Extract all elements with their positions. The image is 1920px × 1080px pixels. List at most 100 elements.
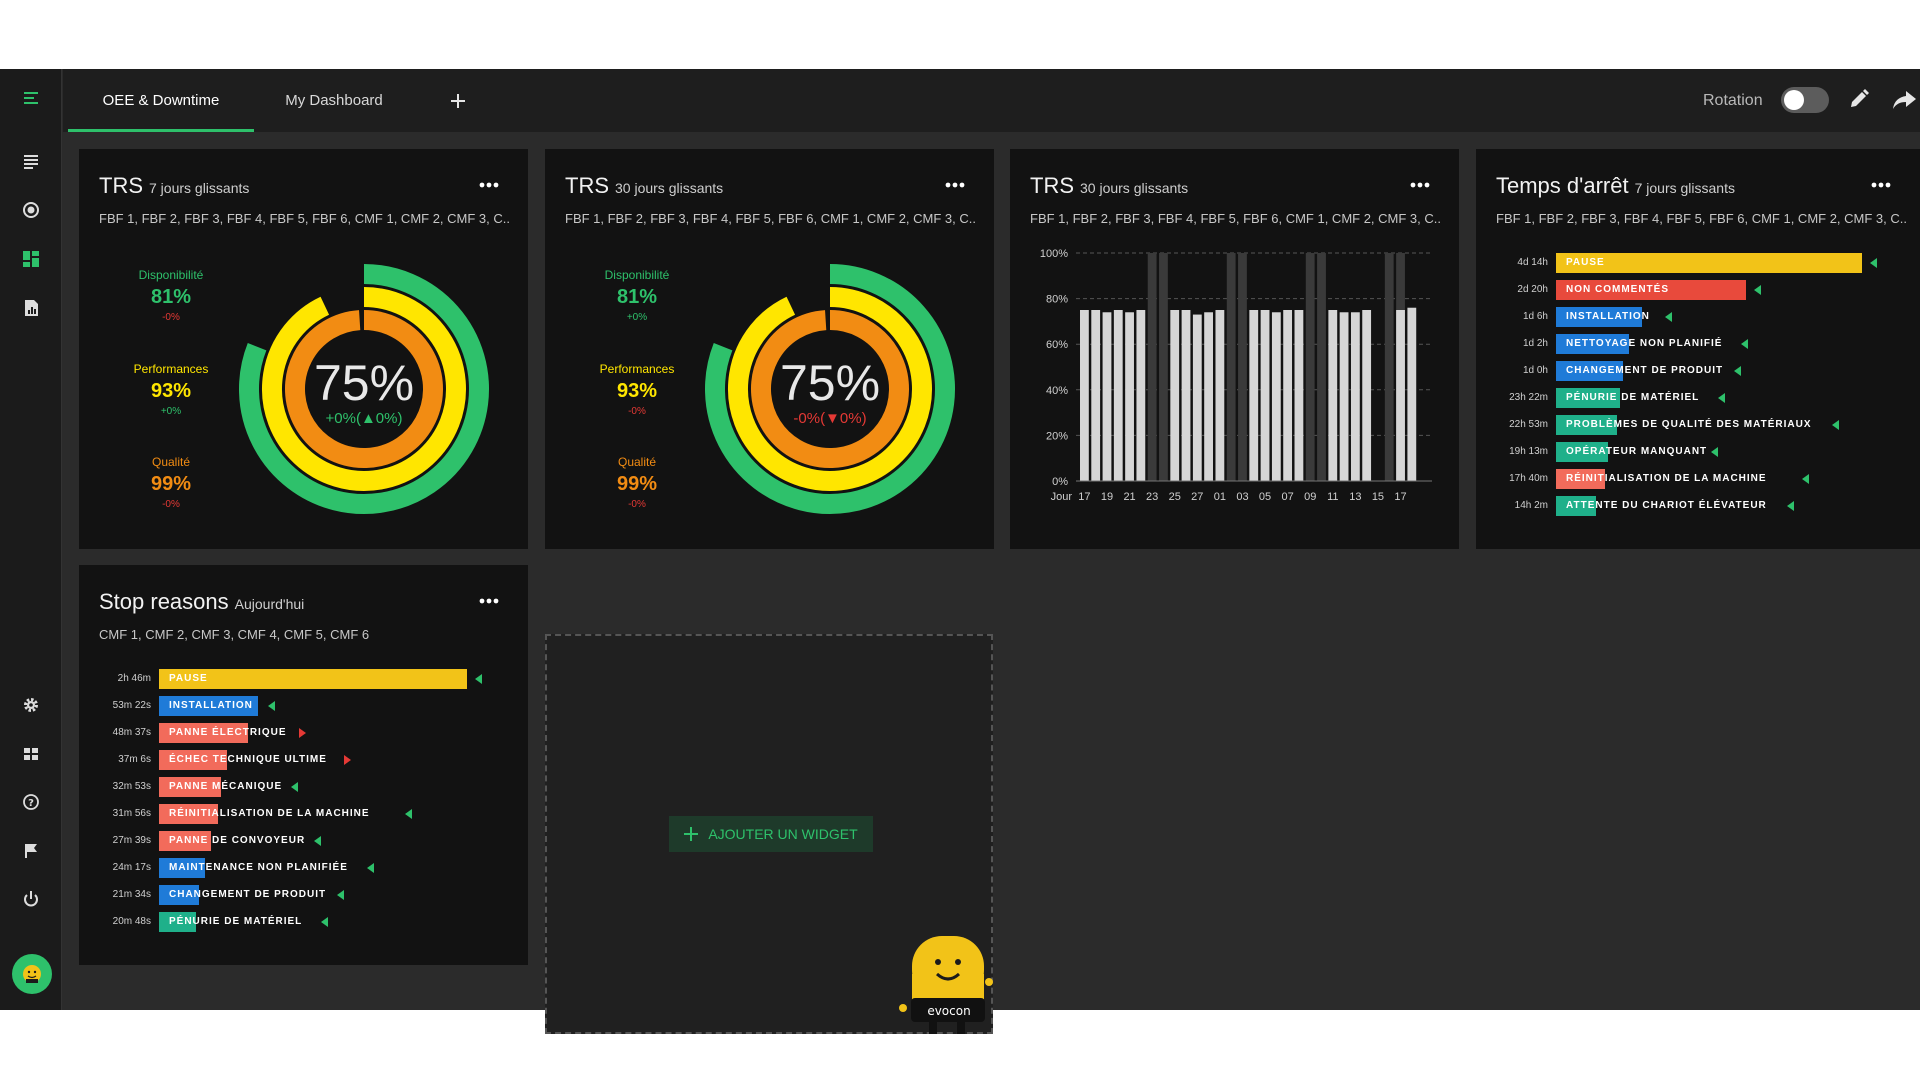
help-icon[interactable]: ? — [0, 787, 62, 817]
downtime-bar — [159, 885, 200, 905]
duration-label: 4d 14h — [1517, 257, 1548, 268]
trs-bar[interactable] — [1102, 312, 1112, 481]
rotation-toggle[interactable] — [1781, 87, 1829, 113]
list-item[interactable]: 19h 13m OPÉRATEUR MANQUANT — [1476, 441, 1920, 463]
trs-bar[interactable] — [1215, 310, 1225, 481]
tab-label: OEE & Downtime — [102, 92, 220, 109]
trs-bar[interactable] — [1260, 310, 1270, 481]
add-widget-label: AJOUTER UN WIDGET — [708, 826, 858, 842]
trs-bar[interactable] — [1170, 310, 1180, 481]
trs-bar[interactable] — [1271, 312, 1281, 481]
list-item[interactable]: 23h 22m PÉNURIE DE MATÉRIEL — [1476, 387, 1920, 409]
list-item[interactable]: 20m 48s PÉNURIE DE MATÉRIEL — [79, 911, 528, 933]
avatar[interactable] — [12, 954, 52, 994]
toggle-knob — [1784, 90, 1804, 110]
dashboard-icon[interactable] — [0, 244, 62, 274]
trs-bar[interactable] — [1350, 312, 1360, 481]
trs-bar[interactable] — [1125, 312, 1134, 481]
availability-label: Disponibilité — [604, 268, 670, 282]
trend-down-icon — [1733, 366, 1741, 376]
share-icon[interactable] — [1889, 85, 1919, 115]
trs-bar[interactable] — [1294, 310, 1304, 481]
list-item[interactable]: 48m 37s PANNE ÉLECTRIQUE — [79, 722, 528, 744]
trend-down-icon — [1802, 474, 1809, 484]
list-item[interactable]: 22h 53m PROBLÈMES DE QUALITÉ DES MATÉRIAU… — [1476, 414, 1920, 436]
trs-bar[interactable] — [1136, 310, 1146, 481]
trs-bar[interactable] — [1407, 307, 1417, 481]
trend-up-icon — [344, 755, 352, 765]
trs-bar[interactable] — [1396, 310, 1405, 481]
weekend-bar — [1147, 253, 1157, 481]
trs-bar[interactable] — [1362, 310, 1372, 481]
list-item[interactable]: 37m 6s ÉCHEC TECHNIQUE ULTIME — [79, 749, 528, 771]
menu-icon[interactable] — [0, 83, 62, 113]
widget-downtime-7-days: Temps d'arrêt 7 jours glissants FBF 1, FB… — [1476, 149, 1920, 549]
power-icon[interactable] — [0, 884, 62, 914]
more-icon[interactable] — [1870, 179, 1892, 191]
trs-bar[interactable] — [1091, 310, 1101, 481]
x-tick-label: 05 — [1259, 491, 1271, 503]
list-item[interactable]: 2d 20h NON COMMENTÉS — [1476, 279, 1920, 301]
x-tick-label: 15 — [1372, 491, 1384, 503]
oee-center: 75% +0%(▲0%) — [279, 354, 449, 427]
more-icon[interactable] — [478, 179, 500, 191]
more-icon[interactable] — [478, 595, 500, 607]
add-tab-button[interactable] — [443, 86, 473, 116]
list-item[interactable]: 31m 56s RÉINITIALISATION DE LA MACHINE — [79, 803, 528, 825]
trend-down-icon — [313, 836, 321, 846]
list-item[interactable]: 53m 22s INSTALLATION — [79, 695, 528, 717]
list-item[interactable]: 4d 14h PAUSE — [1476, 252, 1920, 274]
trs-bar[interactable] — [1204, 312, 1213, 481]
target-icon[interactable] — [0, 195, 62, 225]
sidebar: ? — [0, 69, 62, 1010]
list-item[interactable]: 27m 39s PANNE DE CONVOYEUR — [79, 830, 528, 852]
trs-bar[interactable] — [1113, 310, 1123, 481]
flag-icon[interactable] — [0, 836, 62, 866]
list-item[interactable]: 14h 2m ATTENTE DU CHARIOT ÉLÉVATEUR — [1476, 495, 1920, 517]
performance-change: -0% — [628, 406, 646, 417]
list-item[interactable]: 24m 17s MAINTENANCE NON PLANIFIÉE — [79, 857, 528, 879]
performance-label: Performances — [133, 362, 209, 376]
apps-icon[interactable] — [0, 739, 62, 769]
trs-bar[interactable] — [1192, 314, 1202, 481]
trs-bar[interactable] — [1249, 310, 1259, 481]
edit-icon[interactable] — [1843, 85, 1873, 115]
list-item[interactable]: 17h 40m RÉINITIALISATION DE LA MACHINE — [1476, 468, 1920, 490]
trs-bar[interactable] — [1328, 310, 1338, 481]
more-icon[interactable] — [944, 179, 966, 191]
downtime-bar — [1556, 334, 1630, 354]
downtime-bar — [159, 912, 196, 932]
x-tick-label: 25 — [1169, 491, 1181, 503]
trs-bar[interactable] — [1181, 310, 1191, 481]
list-item[interactable]: 1d 0h CHANGEMENT DE PRODUIT — [1476, 360, 1920, 382]
x-tick-label: 17 — [1394, 491, 1406, 503]
add-widget-button[interactable]: AJOUTER UN WIDGET — [669, 816, 873, 852]
reason-label: PROBLÈMES DE QUALITÉ DES MATÉRIAUX — [1566, 419, 1812, 430]
x-tick-label: 19 — [1101, 491, 1113, 503]
list-icon[interactable] — [0, 146, 62, 176]
more-icon[interactable] — [1409, 179, 1431, 191]
trs-bar[interactable] — [1339, 312, 1349, 481]
downtime-bar — [1556, 280, 1746, 300]
list-item[interactable]: 1d 6h INSTALLATION — [1476, 306, 1920, 328]
availability-ring — [239, 264, 489, 514]
availability-ring — [705, 264, 955, 514]
reason-label: CHANGEMENT DE PRODUIT — [169, 889, 327, 900]
downtime-bar — [1556, 469, 1605, 489]
report-icon[interactable] — [0, 293, 62, 323]
gear-icon[interactable] — [0, 690, 62, 720]
trs-bar[interactable] — [1080, 310, 1089, 481]
weekend-bar — [1226, 253, 1236, 481]
downtime-bar — [159, 669, 467, 689]
duration-label: 2d 20h — [1517, 284, 1548, 295]
list-item[interactable]: 21m 34s CHANGEMENT DE PRODUIT — [79, 884, 528, 906]
machine-list: FBF 1, FBF 2, FBF 3, FBF 4, FBF 5, FBF 6… — [1496, 211, 1906, 226]
trs-bar[interactable] — [1283, 310, 1293, 481]
tab-oee-downtime[interactable]: OEE & Downtime — [68, 69, 254, 132]
plus-icon — [451, 94, 465, 108]
list-item[interactable]: 1d 2h NETTOYAGE NON PLANIFIÉ — [1476, 333, 1920, 355]
tab-my-dashboard[interactable]: My Dashboard — [254, 69, 414, 132]
list-item[interactable]: 2h 46m PAUSE — [79, 668, 528, 690]
weekend-bar — [1317, 253, 1326, 481]
list-item[interactable]: 32m 53s PANNE MÉCANIQUE — [79, 776, 528, 798]
